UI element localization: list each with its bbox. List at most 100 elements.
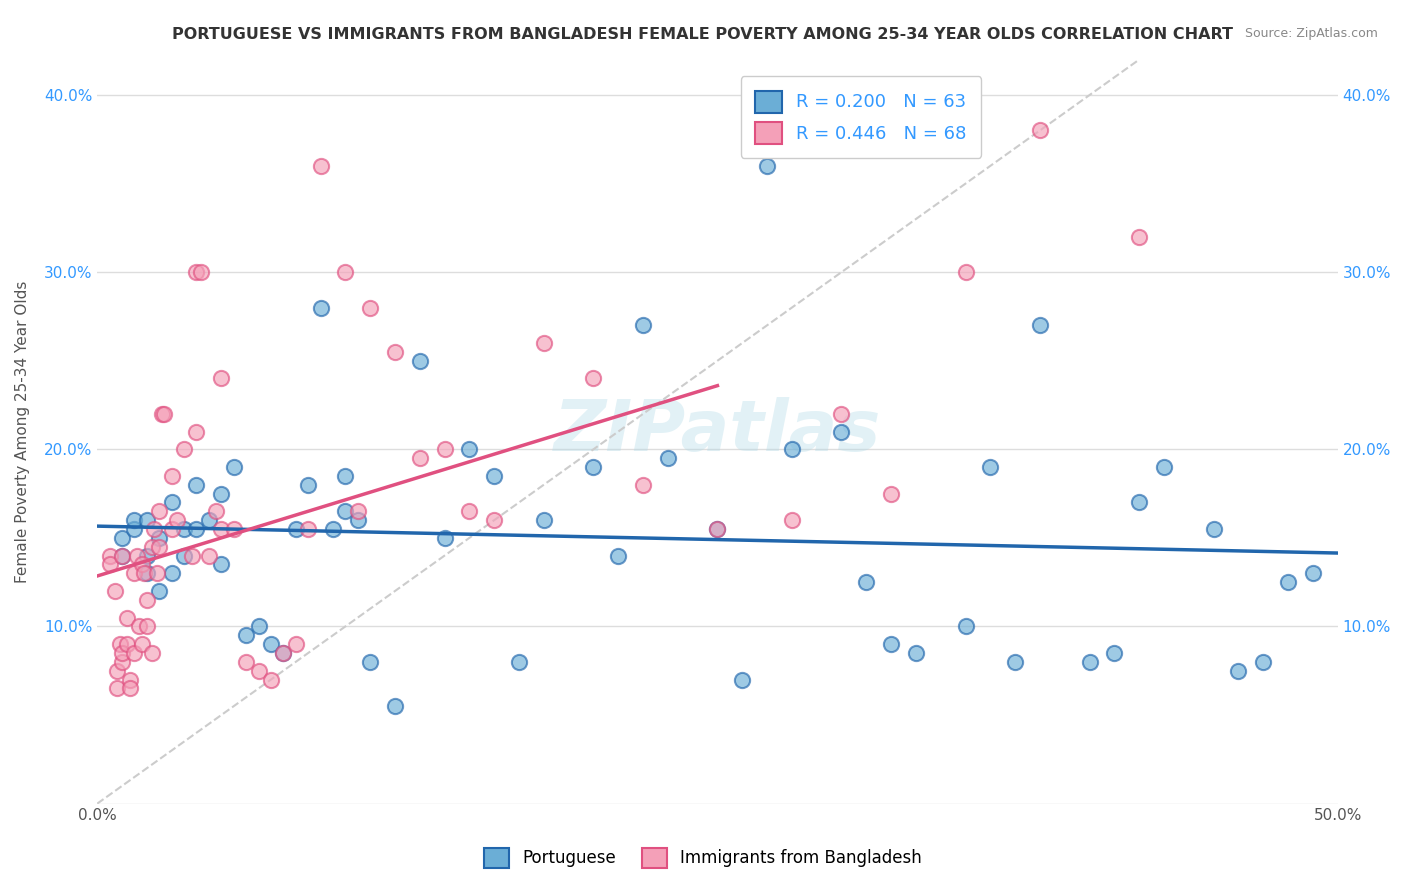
Point	[1029, 318, 1052, 333]
Point	[173, 442, 195, 457]
Text: Source: ZipAtlas.com: Source: ZipAtlas.com	[1244, 27, 1378, 40]
Point	[979, 460, 1001, 475]
Point	[160, 566, 183, 581]
Point	[115, 637, 138, 651]
Point	[1202, 522, 1225, 536]
Point	[198, 513, 221, 527]
Point	[359, 301, 381, 315]
Point	[135, 513, 157, 527]
Point	[247, 664, 270, 678]
Point	[98, 558, 121, 572]
Point	[756, 159, 779, 173]
Point	[508, 655, 530, 669]
Point	[955, 265, 977, 279]
Point	[209, 522, 232, 536]
Point	[1029, 123, 1052, 137]
Point	[148, 531, 170, 545]
Point	[955, 619, 977, 633]
Point	[582, 460, 605, 475]
Point	[309, 301, 332, 315]
Point	[111, 646, 134, 660]
Point	[260, 673, 283, 687]
Point	[124, 566, 146, 581]
Point	[657, 451, 679, 466]
Point	[135, 593, 157, 607]
Point	[631, 477, 654, 491]
Point	[143, 522, 166, 536]
Point	[148, 504, 170, 518]
Point	[458, 442, 481, 457]
Point	[141, 646, 163, 660]
Point	[260, 637, 283, 651]
Point	[880, 486, 903, 500]
Point	[1227, 664, 1250, 678]
Point	[731, 673, 754, 687]
Y-axis label: Female Poverty Among 25-34 Year Olds: Female Poverty Among 25-34 Year Olds	[15, 280, 30, 582]
Point	[780, 442, 803, 457]
Point	[222, 460, 245, 475]
Point	[235, 628, 257, 642]
Point	[335, 469, 357, 483]
Point	[1078, 655, 1101, 669]
Point	[135, 549, 157, 563]
Point	[904, 646, 927, 660]
Point	[284, 637, 307, 651]
Point	[1104, 646, 1126, 660]
Point	[105, 664, 128, 678]
Point	[150, 407, 173, 421]
Legend: R = 0.200   N = 63, R = 0.446   N = 68: R = 0.200 N = 63, R = 0.446 N = 68	[741, 76, 981, 158]
Legend: Portuguese, Immigrants from Bangladesh: Portuguese, Immigrants from Bangladesh	[478, 841, 928, 875]
Point	[186, 522, 208, 536]
Point	[160, 522, 183, 536]
Point	[855, 575, 877, 590]
Point	[173, 549, 195, 563]
Point	[186, 265, 208, 279]
Point	[335, 504, 357, 518]
Point	[124, 646, 146, 660]
Point	[198, 549, 221, 563]
Point	[186, 477, 208, 491]
Point	[190, 265, 212, 279]
Point	[180, 549, 202, 563]
Point	[830, 407, 852, 421]
Point	[359, 655, 381, 669]
Point	[128, 619, 150, 633]
Point	[433, 531, 456, 545]
Point	[607, 549, 630, 563]
Point	[146, 566, 169, 581]
Point	[1128, 495, 1150, 509]
Point	[322, 522, 344, 536]
Point	[297, 522, 319, 536]
Point	[582, 371, 605, 385]
Point	[141, 540, 163, 554]
Point	[780, 513, 803, 527]
Point	[433, 442, 456, 457]
Point	[205, 504, 228, 518]
Point	[111, 531, 134, 545]
Point	[1153, 460, 1175, 475]
Point	[209, 371, 232, 385]
Point	[153, 407, 176, 421]
Point	[482, 469, 505, 483]
Point	[131, 637, 153, 651]
Point	[409, 353, 432, 368]
Point	[235, 655, 257, 669]
Point	[124, 522, 146, 536]
Point	[98, 549, 121, 563]
Point	[186, 425, 208, 439]
Point	[1251, 655, 1274, 669]
Point	[482, 513, 505, 527]
Point	[706, 522, 728, 536]
Point	[166, 513, 188, 527]
Point	[271, 646, 294, 660]
Point	[533, 513, 555, 527]
Point	[134, 566, 156, 581]
Point	[631, 318, 654, 333]
Point	[309, 159, 332, 173]
Point	[346, 504, 368, 518]
Point	[160, 495, 183, 509]
Point	[148, 584, 170, 599]
Point	[1277, 575, 1299, 590]
Point	[209, 558, 232, 572]
Point	[384, 699, 406, 714]
